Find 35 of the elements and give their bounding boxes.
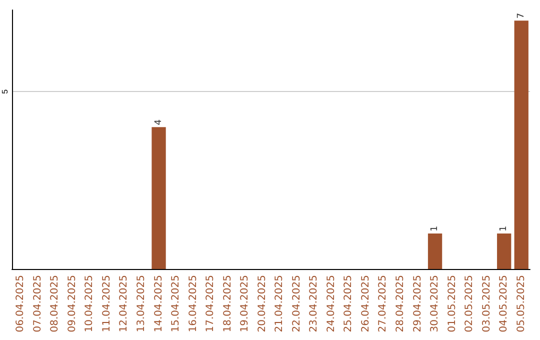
data-label: 7 bbox=[516, 12, 526, 19]
x-tick-label: 07.04.2025 bbox=[32, 275, 44, 332]
x-tick-label: 11.04.2025 bbox=[101, 275, 112, 332]
x-tick-label: 20.04.2025 bbox=[256, 275, 268, 332]
x-tick-label: 29.04.2025 bbox=[412, 275, 424, 332]
x-tick-label: 06.04.2025 bbox=[15, 275, 26, 332]
x-tick-label: 12.04.2025 bbox=[118, 275, 130, 332]
x-tick-label: 30.04.2025 bbox=[430, 275, 441, 332]
x-tick-label: 13.04.2025 bbox=[136, 275, 147, 332]
x-tick-label: 05.05.2025 bbox=[516, 275, 527, 332]
x-tick-label: 21.04.2025 bbox=[274, 275, 286, 332]
x-tick-label: 24.04.2025 bbox=[326, 275, 337, 332]
x-tick-label: 17.04.2025 bbox=[205, 275, 216, 332]
x-tick-label: 23.04.2025 bbox=[308, 275, 320, 332]
x-tick-label: 14.04.2025 bbox=[153, 275, 164, 332]
x-tick-label: 08.04.2025 bbox=[50, 275, 61, 332]
x-tick-label: 15.04.2025 bbox=[170, 275, 182, 332]
x-tick-label: 01.05.2025 bbox=[446, 275, 458, 332]
data-label: 1 bbox=[430, 226, 440, 232]
x-tick-label: 25.04.2025 bbox=[343, 275, 354, 332]
x-tick-label: 03.05.2025 bbox=[481, 275, 492, 332]
x-tick-label: 18.04.2025 bbox=[222, 275, 234, 332]
data-label: 4 bbox=[154, 119, 164, 126]
x-tick-label: 28.04.2025 bbox=[395, 275, 406, 332]
x-tick-label: 16.04.2025 bbox=[188, 275, 199, 332]
x-tick-label: 09.04.2025 bbox=[66, 275, 78, 332]
y-tick-label: 5 bbox=[0, 88, 10, 94]
x-tick-label: 27.04.2025 bbox=[378, 275, 389, 332]
x-tick-label: 22.04.2025 bbox=[291, 275, 302, 332]
x-tick-label: 10.04.2025 bbox=[84, 275, 96, 332]
x-tick-label: 04.05.2025 bbox=[498, 275, 510, 332]
data-label: 1 bbox=[499, 226, 510, 232]
x-tick-label: 02.05.2025 bbox=[464, 275, 476, 332]
x-tick-label: 19.04.2025 bbox=[240, 275, 251, 332]
x-tick-label: 26.04.2025 bbox=[360, 275, 372, 332]
